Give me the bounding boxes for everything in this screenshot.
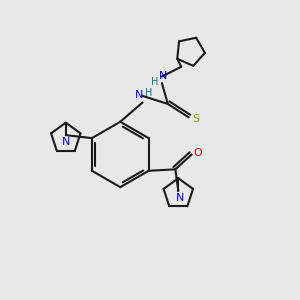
Text: N: N bbox=[159, 71, 168, 81]
Text: N: N bbox=[62, 137, 70, 147]
Text: H: H bbox=[151, 76, 158, 87]
Text: S: S bbox=[193, 114, 200, 124]
Text: O: O bbox=[194, 148, 203, 158]
Text: N: N bbox=[134, 90, 143, 100]
Text: N: N bbox=[176, 193, 184, 203]
Text: H: H bbox=[146, 88, 153, 98]
